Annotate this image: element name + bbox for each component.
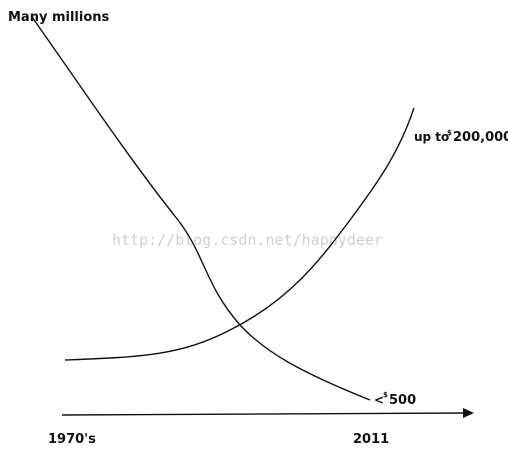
annotation-many-millions: Many millions <box>8 10 110 25</box>
label-less-than-500: < $ 500 <box>374 391 416 408</box>
watermark-text: http://blog.csdn.net/happydeer <box>112 231 383 249</box>
x-axis-line <box>61 412 467 416</box>
label-up-to-200000: up to $ 200,000 <box>414 129 508 145</box>
x-tick-label-2011: 2011 <box>353 432 389 447</box>
label-dollar-sup: $ <box>447 129 452 137</box>
x-tick-label-1970s: 1970's <box>48 432 96 447</box>
label-value: 500 <box>389 393 416 408</box>
label-prefix: < <box>374 393 384 407</box>
label-value: 200,000 <box>453 130 508 145</box>
label-dollar-sup: $ <box>383 391 388 399</box>
series-line-increasing <box>64 107 415 361</box>
label-prefix: up to <box>414 130 449 144</box>
x-axis-arrowhead <box>463 408 474 418</box>
series-line-decreasing <box>31 16 371 401</box>
